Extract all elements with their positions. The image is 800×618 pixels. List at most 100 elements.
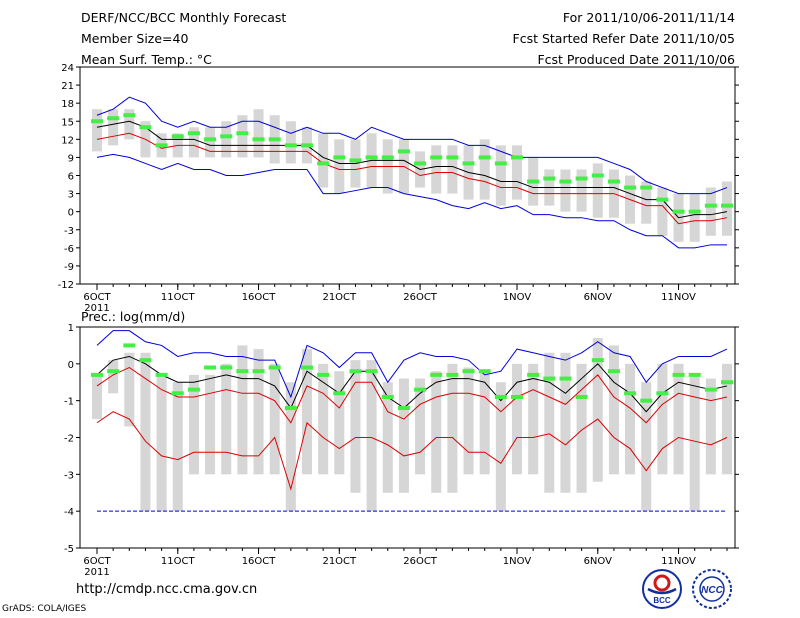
panel1-obs-point	[171, 134, 184, 139]
panel1-line-min_mean	[96, 132, 728, 225]
panel2-spread-box	[705, 378, 716, 475]
panel2-ytick-label: -5	[64, 544, 74, 555]
panel2-spread-box	[237, 345, 248, 475]
temp-panel-title: Mean Surf. Temp.: °C	[81, 52, 212, 67]
panel2-obs-point	[187, 387, 200, 392]
panel2-ytick-label: -1	[64, 397, 74, 408]
panel1-obs-point	[462, 161, 475, 166]
panel1-obs-point	[204, 137, 217, 142]
panel2-xtick-label: 6OCT	[83, 556, 111, 567]
panel2-spread-box	[479, 371, 490, 475]
panel1-line-mean	[96, 120, 728, 219]
panel1-xtick-label: 21OCT	[322, 292, 357, 303]
logos: BCC NCC	[642, 569, 732, 609]
panel2-obs-point	[721, 380, 733, 385]
panel2-spread-box	[301, 349, 313, 475]
panel2-obs-point	[446, 372, 459, 377]
panel2-line-min	[96, 411, 728, 491]
panel2-xtick-label: 1NOV	[503, 556, 532, 567]
panel1-spread-box	[479, 139, 490, 200]
panel2-obs-point	[317, 372, 330, 377]
panel1-spread-box	[188, 127, 199, 158]
panel1-ytick-label: 3	[68, 190, 74, 201]
panel2-spread-box	[350, 360, 361, 493]
panel2-ytick-label: 0	[68, 360, 74, 371]
panel2-spread-box	[463, 367, 474, 475]
panel2-title: Prec.: log(mm/d)	[81, 309, 185, 324]
panel1-obs-point	[478, 155, 491, 160]
panel2-obs-point	[478, 369, 491, 374]
panel2-obs-point	[591, 358, 604, 363]
panel1-line-min	[96, 153, 727, 249]
panel1-spread-box	[447, 145, 458, 194]
panel1-spread-box	[689, 193, 700, 242]
panel1-spread-box	[91, 109, 103, 152]
panel1-spread-box	[253, 109, 264, 158]
panel2-obs-point	[301, 365, 313, 370]
panel1-obs-point	[575, 176, 588, 181]
panel2-spread-box	[528, 363, 539, 475]
panel2-obs-point	[704, 387, 717, 392]
panel2-obs-point	[527, 372, 540, 377]
panel2-spread-box	[721, 363, 733, 475]
panel2-spread-box	[318, 363, 329, 475]
panel1-xtick-label: 1NOV	[503, 292, 532, 303]
panel2-obs-point	[204, 365, 217, 370]
panel2-spread-box	[576, 363, 587, 493]
panel1-obs-point	[268, 137, 281, 142]
panel2-obs-point	[107, 369, 120, 374]
panel2-obs-point	[688, 372, 701, 377]
panel2-spread-box	[221, 363, 232, 475]
ncc-logo: NCC	[692, 569, 732, 609]
forecast-period: For 2011/10/06-2011/11/14	[562, 10, 735, 25]
panel2-spread-box	[269, 363, 280, 475]
panel2-xtick-label: 6NOV	[584, 556, 613, 567]
panel1-ytick-label: 21	[61, 81, 74, 92]
panel1-ytick-label: 6	[68, 172, 74, 183]
panel1-obs-point	[107, 116, 120, 121]
panel1-spread-box	[221, 121, 232, 158]
panel2-spread-box	[398, 378, 409, 493]
panel2-spread-box	[447, 363, 458, 493]
panel1-obs-point	[704, 203, 717, 208]
panel2-spread-box	[560, 352, 571, 493]
panel1-obs-point	[252, 137, 265, 142]
bcc-logo-text: BCC	[653, 596, 671, 605]
panel1-xtick-sublabel: 2011	[84, 303, 109, 314]
panel1-spread-box	[495, 145, 506, 206]
panel1-obs-point	[123, 113, 136, 118]
panel1-obs-point	[543, 176, 556, 181]
panel2-xtick-sublabel: 2011	[84, 567, 109, 578]
panel2-obs-point	[494, 394, 507, 399]
bcc-logo: BCC	[642, 569, 682, 609]
panel2-spread-box	[511, 363, 523, 475]
panel1-ytick-label: -12	[58, 280, 74, 291]
panel2-spread-box	[431, 371, 442, 493]
panel1-xtick-label: 11NOV	[661, 292, 696, 303]
panel1-xtick-label: 26OCT	[403, 292, 438, 303]
panel2-spread-box	[415, 378, 426, 475]
panel1-ytick-label: 18	[61, 99, 74, 110]
panel1-ytick-label: -9	[64, 262, 74, 273]
panel2-obs-point	[268, 365, 281, 370]
header-title: DERF/NCC/BCC Monthly Forecast	[81, 10, 287, 25]
panel2-spread-box	[673, 363, 684, 475]
panel2-spread-box	[689, 374, 700, 512]
panel2-obs-point	[123, 343, 136, 348]
panel1-spread-box	[560, 169, 571, 212]
panel1-spread-box	[205, 127, 216, 158]
panel2-obs-point	[349, 369, 362, 374]
panel1-ytick-label: -3	[64, 226, 74, 237]
panel2-spread-box	[91, 374, 103, 420]
panel2-spread-box	[495, 382, 506, 512]
panel1-obs-point	[284, 143, 297, 148]
panel2-spread-box	[641, 382, 652, 512]
panel1-obs-point	[494, 161, 507, 166]
panel2-line-mean	[96, 355, 728, 413]
panel2-obs-point	[220, 365, 233, 370]
panel1-obs-point	[640, 185, 653, 190]
panel2-obs-point	[462, 369, 475, 374]
panel1-ytick-label: -6	[64, 244, 74, 255]
member-size: Member Size=40	[81, 31, 189, 46]
